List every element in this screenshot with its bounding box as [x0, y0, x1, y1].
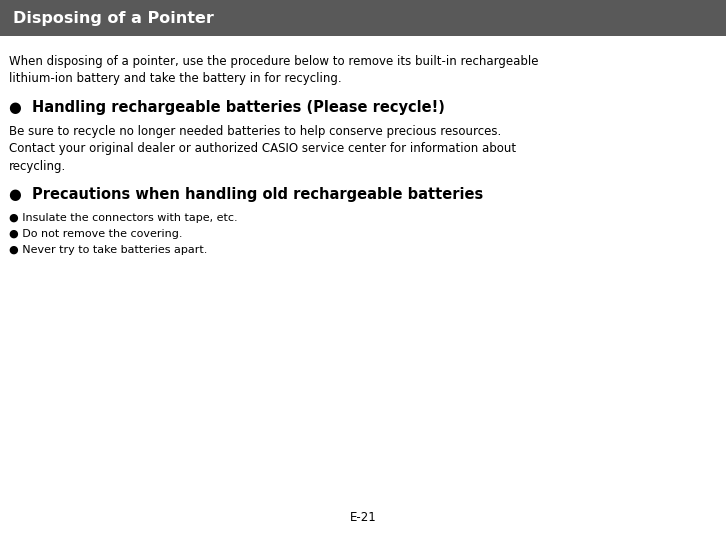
- Text: Be sure to recycle no longer needed batteries to help conserve precious resource: Be sure to recycle no longer needed batt…: [9, 125, 501, 138]
- Text: ● Insulate the connectors with tape, etc.: ● Insulate the connectors with tape, etc…: [9, 212, 237, 223]
- Text: Contact your original dealer or authorized CASIO service center for information : Contact your original dealer or authoriz…: [9, 142, 516, 155]
- Text: ● Never try to take batteries apart.: ● Never try to take batteries apart.: [9, 245, 207, 255]
- Text: ●  Handling rechargeable batteries (Please recycle!): ● Handling rechargeable batteries (Pleas…: [9, 100, 444, 114]
- Bar: [0, 0, 726, 36]
- Text: lithium-ion battery and take the battery in for recycling.: lithium-ion battery and take the battery…: [9, 72, 341, 85]
- Text: ●  Precautions when handling old rechargeable batteries: ● Precautions when handling old recharge…: [9, 187, 483, 202]
- Text: recycling.: recycling.: [9, 159, 66, 172]
- Text: ● Do not remove the covering.: ● Do not remove the covering.: [9, 229, 182, 239]
- Text: When disposing of a pointer, use the procedure below to remove its built-in rech: When disposing of a pointer, use the pro…: [9, 55, 538, 68]
- Text: Disposing of a Pointer: Disposing of a Pointer: [13, 11, 214, 26]
- Text: E-21: E-21: [350, 511, 376, 524]
